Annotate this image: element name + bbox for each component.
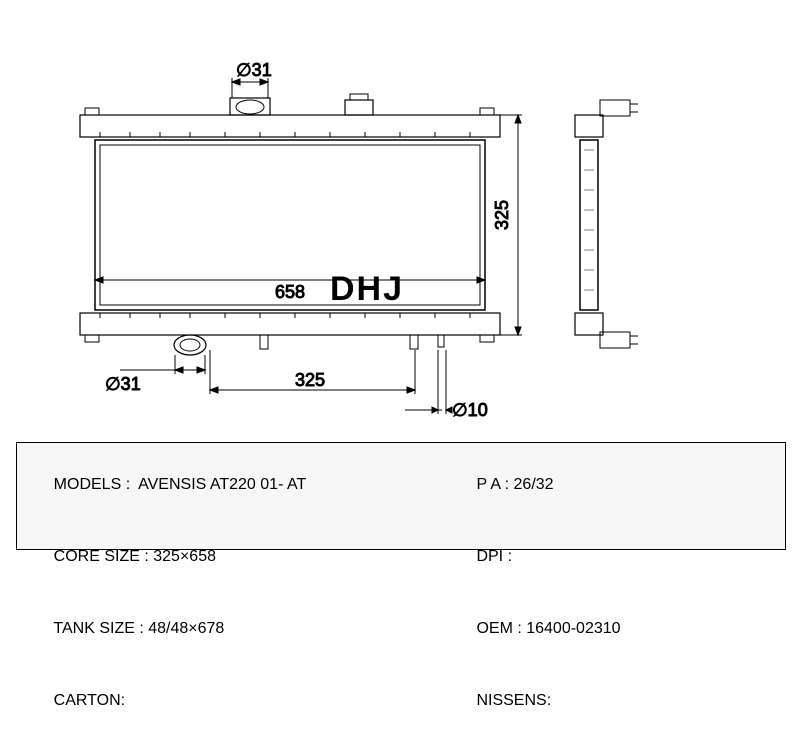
dim-width: 658 bbox=[275, 282, 305, 302]
front-view bbox=[80, 94, 500, 355]
spec-col-right: P A : 26/32 DPI : OEM : 16400-02310 NISS… bbox=[450, 449, 775, 543]
spec-row-models: MODELS : AVENSIS AT220 01- AT bbox=[27, 449, 450, 521]
dim-half-width: 325 bbox=[295, 370, 325, 390]
dpi-label: DPI : bbox=[476, 548, 512, 565]
dim-br-dia: ∅10 bbox=[452, 400, 488, 420]
dim-bl-dia: ∅31 bbox=[105, 374, 141, 394]
spec-row-pa: P A : 26/32 bbox=[450, 449, 775, 521]
tank-size-label: TANK SIZE : bbox=[53, 620, 148, 637]
dim-height: 325 bbox=[492, 200, 512, 230]
tank-size-value: 48/48×678 bbox=[148, 620, 224, 637]
dimensions: ∅31 325 658 ∅31 325 ∅10 bbox=[95, 60, 522, 420]
spec-row-dpi: DPI : bbox=[450, 521, 775, 593]
core-size-value: 325×658 bbox=[153, 548, 216, 565]
watermark: DHJ bbox=[330, 270, 404, 309]
spec-row-nissens: NISSENS: bbox=[450, 665, 775, 737]
core-size-label: CORE SIZE : bbox=[54, 548, 154, 565]
oem-value: 16400-02310 bbox=[526, 620, 620, 637]
spec-row-carton: CARTON: bbox=[27, 665, 450, 737]
pa-label: P A : bbox=[476, 476, 513, 493]
oem-label: OEM : bbox=[476, 620, 526, 637]
models-label: MODELS : bbox=[54, 476, 138, 493]
models-value: AVENSIS AT220 01- AT bbox=[138, 476, 306, 493]
spec-col-left: MODELS : AVENSIS AT220 01- AT CORE SIZE … bbox=[27, 449, 450, 543]
spec-row-tank: TANK SIZE : 48/48×678 bbox=[27, 593, 450, 665]
nissens-label: NISSENS: bbox=[476, 692, 551, 709]
carton-label: CARTON: bbox=[54, 692, 125, 709]
pa-value: 26/32 bbox=[514, 476, 554, 493]
spec-table: MODELS : AVENSIS AT220 01- AT CORE SIZE … bbox=[16, 442, 786, 550]
side-view bbox=[575, 100, 638, 348]
spec-row-oem: OEM : 16400-02310 bbox=[450, 593, 775, 665]
spec-row-core: CORE SIZE : 325×658 bbox=[27, 521, 450, 593]
dim-top-dia: ∅31 bbox=[236, 60, 272, 80]
